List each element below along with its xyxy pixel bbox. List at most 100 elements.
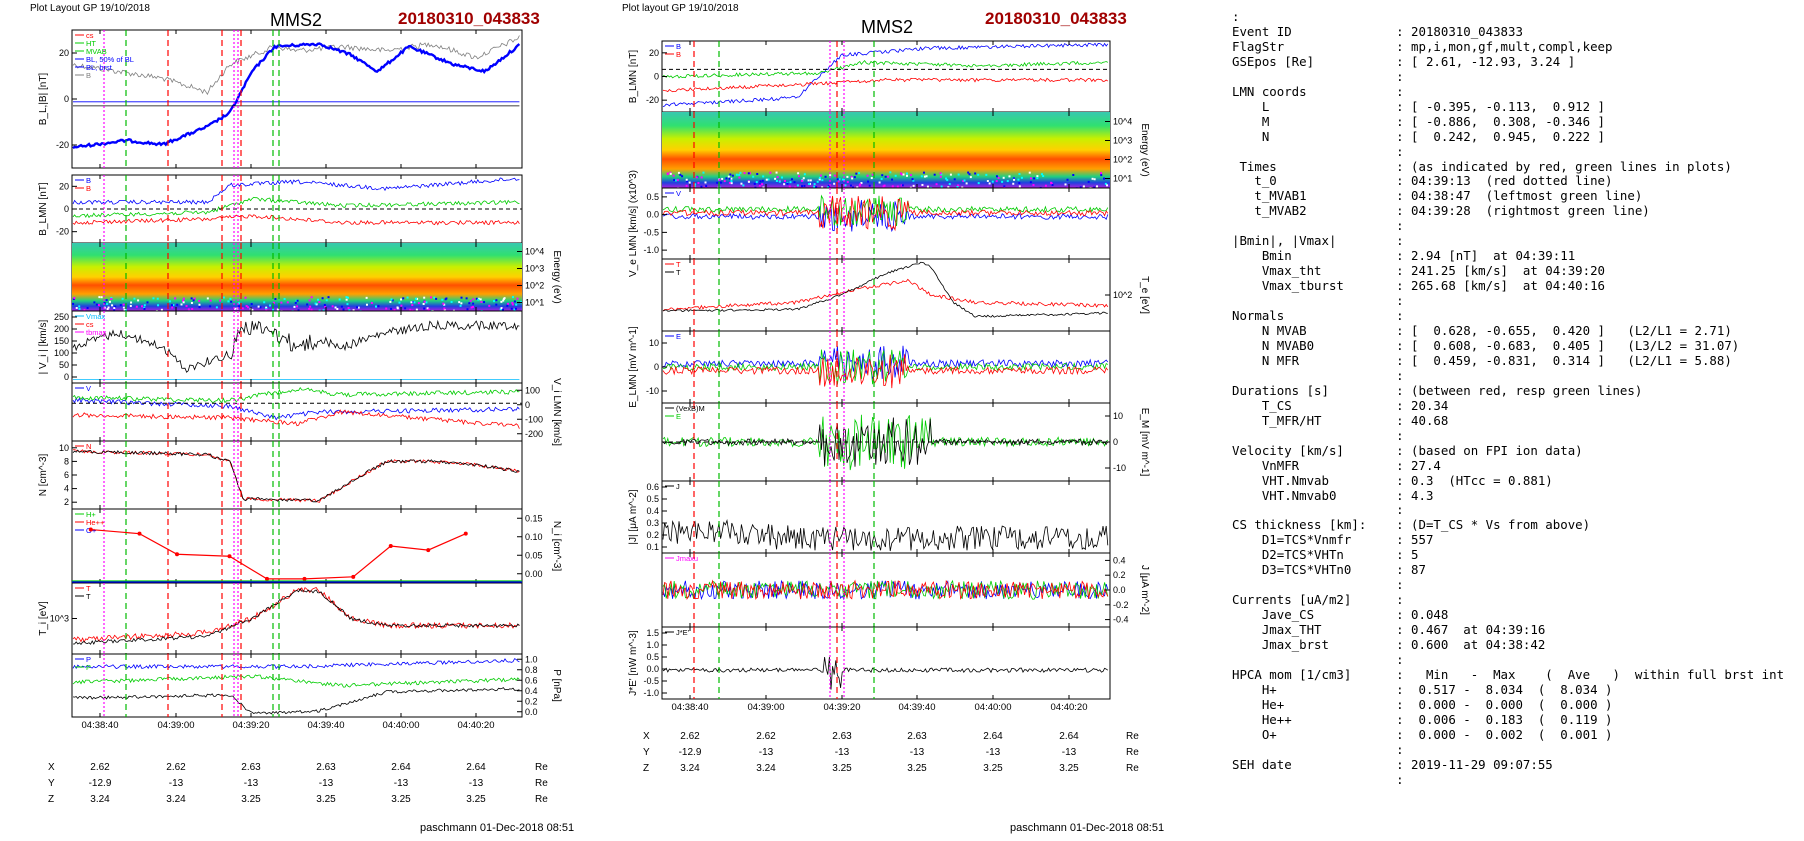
left-spacecraft-title: MMS2 [270, 10, 322, 30]
info-line: Velocity [km/s] : (based on FPI ion data… [1232, 442, 1583, 458]
info-line: : [1232, 771, 1404, 787]
ephem-row-name: Z [643, 763, 649, 774]
data-trace [662, 77, 1109, 93]
ephem-row-name: X [643, 731, 650, 742]
info-line: |Bmin|, |Vmax| : [1232, 233, 1404, 249]
ephem-value: -13 [910, 747, 925, 758]
y-tick-label: -1.0 [643, 688, 659, 698]
middle-spacecraft-title: MMS2 [861, 17, 913, 37]
info-line: : [1232, 293, 1404, 309]
left-footer: paschmann 01-Dec-2018 08:51 [420, 822, 574, 834]
y-tick-label: 20 [59, 181, 69, 191]
y-tick-label: 250 [54, 312, 69, 322]
y-axis-label: | V_i | [km/s] [38, 319, 49, 374]
info-line: VnMFR : 27.4 [1232, 457, 1441, 473]
info-line: M : [ -0.886, 0.308, -0.346 ] [1232, 113, 1605, 129]
info-line: Durations [s] : (between red, resp green… [1232, 382, 1643, 398]
y-tick-label: 10 [59, 443, 69, 453]
legend-entry: V [676, 189, 681, 198]
panel-content [662, 42, 1110, 107]
info-line: Vmax_tburst : 265.68 [km/s] at 04:40:16 [1232, 278, 1605, 294]
y-tick-label: 0.5 [646, 494, 659, 504]
panel-4: 10^2 T_e [eV] TT [661, 258, 1150, 332]
legend-entry: J*E' [676, 628, 690, 637]
y-tick-label: -0.5 [643, 676, 659, 686]
x-tick-label: 04:40:20 [1051, 702, 1088, 713]
panel-8: 0.4 0.2 0.0 -0.2 -0.4 J [μA m^-2] Jmaxu [661, 552, 1150, 628]
y-tick-label: 0 [525, 400, 530, 410]
panel-9: 1.5 1.0 0.5 0.0 -0.5 -1.0 J*E' [nW m^-3] J*E' [628, 626, 1111, 700]
he-density-point [388, 544, 393, 548]
data-trace [73, 587, 520, 646]
data-trace [662, 354, 1109, 389]
panel-3: 10^4 10^3 10^2 10^1 Energy (eV) [71, 242, 562, 312]
info-line: Bmin : 2.94 [nT] at 04:39:11 [1232, 248, 1576, 264]
he-density-point [175, 552, 179, 557]
ephem-unit: Re [1126, 731, 1139, 742]
y-tick-label: 8 [64, 456, 69, 466]
panel-5: 10 0 -10 E_LMN [mV m^-1] E [628, 326, 1111, 408]
middle-panels: 20 0 -20 B_LMN [nT] BB 10^4 10^3 10^2 10^1 Energy… [628, 40, 1150, 713]
ephem-value: 3.25 [391, 794, 411, 805]
y-tick-label: 1.0 [525, 654, 538, 664]
legend-entry: T [86, 584, 91, 593]
ephem-value: 2.64 [1059, 731, 1079, 742]
legend-entry: N [86, 442, 91, 451]
panel-1: 20 0 -20 B_LMN [nT] BB [628, 40, 1111, 113]
data-trace [662, 195, 1109, 232]
x-tick-label: 04:39:40 [899, 702, 936, 713]
data-trace [72, 449, 520, 503]
y-tick-label: 10^4 [525, 247, 544, 257]
panel-2: 20 0 -20 B_LMN [nT] BB [38, 174, 523, 244]
info-line: He+ : 0.000 - 0.000 ( 0.000 ) [1232, 696, 1613, 712]
he-density-point [463, 531, 468, 536]
ephem-value: 2.64 [983, 731, 1003, 742]
info-line: D1=TCS*Vnmfr : 557 [1232, 532, 1434, 548]
panel-frame [71, 508, 523, 584]
info-line: Jmax_THT : 0.467 at 04:39:16 [1232, 622, 1546, 638]
y-tick-label: 10^2 [1113, 290, 1132, 300]
legend-entry: E [676, 332, 681, 341]
panel-content [662, 414, 1110, 471]
y-tick-label: 20 [649, 48, 659, 58]
ephem-value: 3.24 [756, 763, 776, 774]
y-tick-label: 0.5 [646, 652, 659, 662]
y-tick-label: 10^3 [525, 264, 544, 274]
y-axis-label: B_L,|B| [nT] [38, 73, 49, 126]
info-line: D2=TCS*VHTn : 5 [1232, 547, 1419, 563]
y-tick-label: 0 [654, 72, 659, 82]
ephem-row-name: Y [643, 747, 650, 758]
x-tick-label: 04:40:20 [458, 720, 495, 731]
y-tick-label: 10 [649, 338, 659, 348]
y-tick-label: 1.0 [646, 640, 659, 650]
legend-entry: BL, brst [86, 63, 113, 72]
ephem-value: 2.62 [756, 731, 776, 742]
panel-content [72, 177, 522, 226]
info-line: N MVAB : [ 0.628, -0.655, 0.420 ] (L2/L1… [1232, 323, 1732, 339]
spectrogram [72, 243, 522, 311]
legend-entry: T [86, 592, 91, 601]
data-trace [662, 42, 1109, 107]
data-trace [72, 319, 520, 373]
info-line: : [1232, 502, 1404, 518]
legend-entry: cs [86, 31, 94, 40]
ephem-value: -13 [986, 747, 1001, 758]
ephem-value: 3.24 [166, 794, 186, 805]
info-line: : [1232, 143, 1404, 159]
y-axis-label: B_LMN [nT] [628, 50, 639, 104]
ephem-value: 2.63 [907, 731, 927, 742]
legend-entry: BL, 50% of BL [86, 55, 134, 64]
legend-entry: T [676, 268, 681, 277]
ephem-value: 3.25 [316, 794, 336, 805]
ephem-value: -13 [835, 747, 850, 758]
legend-entry: MVAB [86, 47, 107, 56]
panel-8: 10^3T_i [eV] TT [38, 582, 523, 655]
legend-entry: cs [86, 320, 94, 329]
y-tick-label: 0.10 [525, 532, 543, 542]
panel-frame [661, 258, 1111, 332]
y-tick-label: 6 [64, 470, 69, 480]
y-tick-label: 10^3 [1113, 136, 1132, 146]
data-trace [662, 579, 1109, 600]
info-line: T_MFR/HT : 40.68 [1232, 412, 1449, 428]
ephem-value: 2.63 [832, 731, 852, 742]
